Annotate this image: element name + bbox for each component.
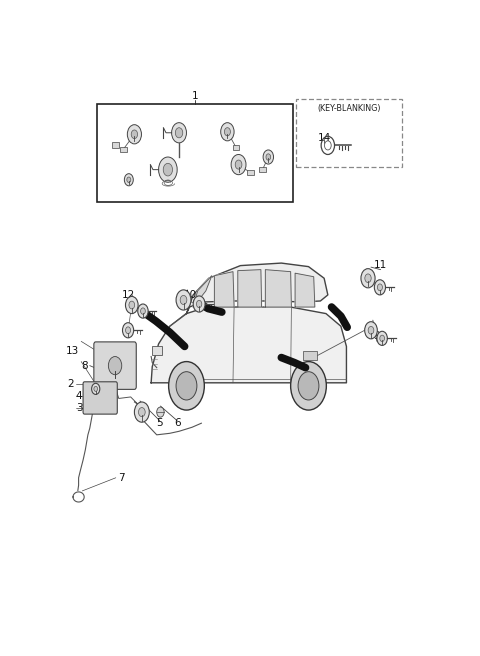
Circle shape	[231, 155, 246, 174]
Circle shape	[365, 321, 377, 339]
Polygon shape	[151, 307, 347, 383]
Bar	[152, 346, 162, 355]
Circle shape	[380, 335, 384, 342]
Circle shape	[235, 160, 242, 169]
Circle shape	[290, 361, 326, 410]
Circle shape	[108, 357, 122, 375]
Text: 8: 8	[81, 361, 88, 371]
Text: 5: 5	[156, 419, 163, 428]
Text: 14: 14	[317, 133, 331, 143]
Circle shape	[126, 327, 131, 334]
Circle shape	[175, 128, 183, 138]
Polygon shape	[193, 276, 212, 307]
Bar	[120, 146, 127, 152]
Bar	[247, 170, 254, 175]
Circle shape	[122, 323, 133, 338]
Bar	[259, 167, 266, 172]
Text: 10: 10	[184, 290, 197, 300]
Circle shape	[163, 163, 172, 176]
Circle shape	[193, 296, 205, 312]
Circle shape	[176, 290, 191, 310]
Circle shape	[124, 174, 133, 186]
Circle shape	[92, 383, 100, 394]
Circle shape	[377, 284, 383, 291]
Polygon shape	[265, 270, 291, 307]
Text: 11: 11	[374, 260, 387, 270]
Text: 9: 9	[373, 331, 380, 341]
FancyBboxPatch shape	[83, 382, 117, 414]
Circle shape	[127, 125, 142, 144]
Circle shape	[180, 295, 187, 304]
Text: 4: 4	[76, 391, 83, 401]
Text: 7: 7	[118, 473, 124, 483]
Circle shape	[176, 372, 197, 400]
Circle shape	[298, 372, 319, 400]
Text: 12: 12	[122, 290, 135, 300]
Circle shape	[138, 304, 148, 318]
Circle shape	[139, 407, 145, 417]
Text: 2: 2	[68, 379, 74, 389]
Polygon shape	[215, 272, 234, 307]
Circle shape	[141, 308, 145, 314]
Circle shape	[127, 177, 131, 182]
Text: 3: 3	[76, 403, 83, 413]
Circle shape	[125, 297, 138, 314]
Circle shape	[94, 386, 97, 392]
Circle shape	[263, 150, 274, 164]
Text: 1: 1	[192, 91, 198, 102]
Text: 6: 6	[174, 419, 180, 428]
Text: (KEY-BLANKING): (KEY-BLANKING)	[317, 104, 381, 113]
Circle shape	[361, 269, 375, 288]
Bar	[296, 99, 402, 167]
Polygon shape	[295, 273, 315, 307]
Bar	[302, 352, 317, 359]
Circle shape	[129, 301, 135, 309]
Circle shape	[168, 361, 204, 410]
Bar	[97, 104, 292, 203]
Circle shape	[196, 300, 202, 308]
Bar	[232, 144, 239, 150]
Circle shape	[368, 327, 374, 334]
Polygon shape	[238, 270, 262, 307]
Circle shape	[158, 157, 177, 182]
Circle shape	[224, 128, 230, 136]
Bar	[112, 142, 119, 148]
Circle shape	[131, 130, 138, 138]
FancyBboxPatch shape	[94, 342, 136, 390]
Circle shape	[365, 274, 371, 283]
Circle shape	[374, 279, 385, 295]
Circle shape	[134, 402, 149, 422]
Text: 13: 13	[66, 346, 79, 356]
Circle shape	[266, 154, 271, 160]
Circle shape	[377, 331, 387, 346]
Circle shape	[156, 407, 164, 417]
Circle shape	[221, 123, 234, 141]
Circle shape	[172, 123, 186, 143]
Polygon shape	[186, 263, 328, 314]
